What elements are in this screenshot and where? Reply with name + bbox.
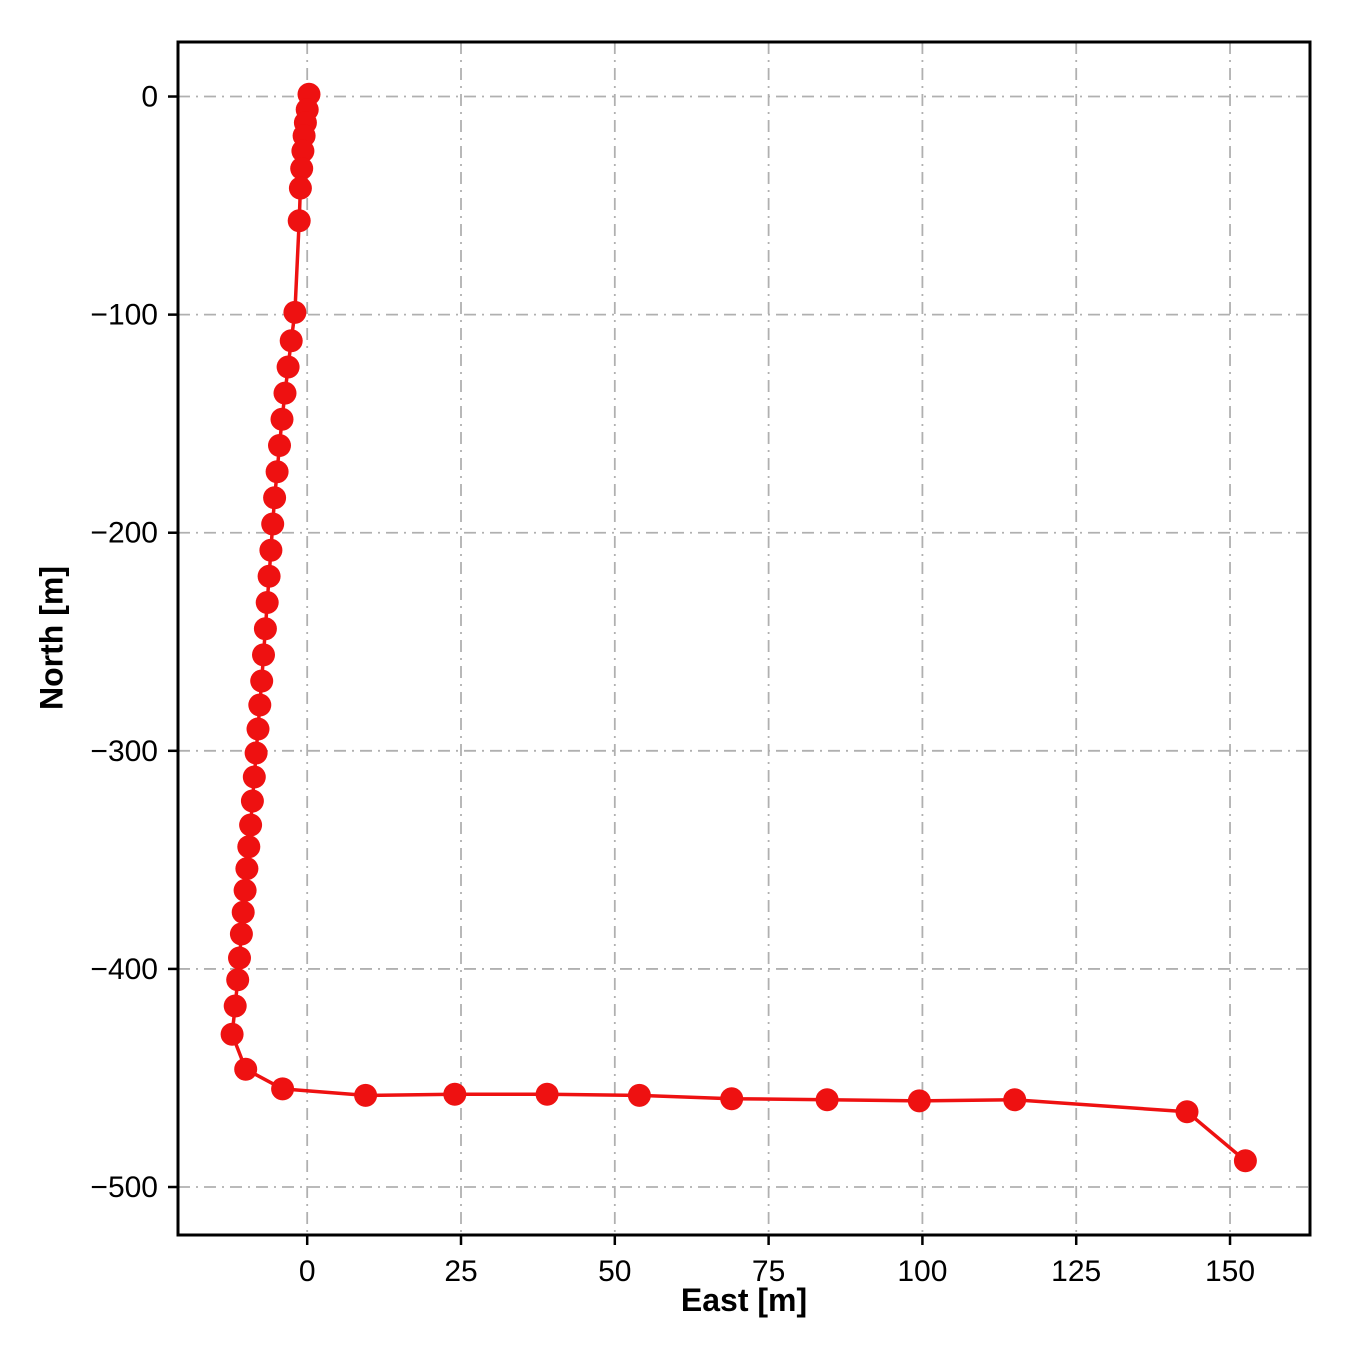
trajectory-marker <box>253 617 277 641</box>
trajectory-marker <box>907 1089 931 1113</box>
x-tick-label: 125 <box>1051 1255 1101 1288</box>
y-tick-label: 0 <box>141 81 158 114</box>
trajectory-marker <box>240 789 264 813</box>
y-axis-label: North [m] <box>33 566 70 710</box>
trajectory-marker <box>268 434 291 457</box>
trajectory-marker <box>276 355 300 379</box>
trajectory-line <box>230 92 1248 1163</box>
trajectory-marker <box>1003 1088 1027 1112</box>
trajectory-marker <box>263 486 287 510</box>
trajectory-marker <box>257 564 281 588</box>
trajectory-marker <box>231 900 255 924</box>
trajectory-marker <box>354 1083 378 1107</box>
x-tick-label: 25 <box>444 1255 477 1288</box>
trajectory-marker <box>252 643 275 667</box>
trajectory-marker <box>265 460 289 484</box>
x-tick-label: 100 <box>897 1255 947 1288</box>
trajectory-marker <box>1233 1149 1257 1173</box>
trajectory-marker <box>244 741 268 765</box>
trajectory-marker <box>1175 1100 1199 1124</box>
trajectory-marker <box>271 1077 295 1101</box>
trajectory-marker <box>270 407 294 431</box>
plot-border <box>176 40 1312 1237</box>
trajectory-marker <box>235 857 259 881</box>
trajectory-marker <box>239 813 263 837</box>
x-tick-label: 0 <box>299 1255 316 1288</box>
trajectory-marker <box>259 538 283 562</box>
trajectory-marker <box>237 835 261 859</box>
x-tick-label: 150 <box>1205 1255 1255 1288</box>
y-tick-label: −300 <box>90 735 158 768</box>
trajectory-marker <box>279 329 303 353</box>
trajectory-marker <box>720 1087 744 1111</box>
trajectory-marker <box>535 1082 559 1106</box>
trajectory-marker <box>233 878 257 902</box>
y-tick-label: −500 <box>90 1171 158 1204</box>
trajectory-marker <box>273 381 297 405</box>
trajectory-marker <box>220 1022 244 1046</box>
trajectory-marker <box>229 922 253 946</box>
trajectory-marker <box>815 1088 839 1112</box>
trajectory-marker <box>226 968 250 992</box>
trajectory-marker <box>288 176 312 200</box>
trajectory-marker <box>255 591 279 614</box>
x-tick-label: 50 <box>598 1255 631 1288</box>
x-tick-label: 75 <box>752 1255 785 1288</box>
trajectory-marker <box>290 157 314 180</box>
y-tick-label: −100 <box>90 299 158 332</box>
trajectory-marker <box>248 693 272 717</box>
trajectory-marker <box>223 994 247 1018</box>
trajectory-marker <box>228 946 251 970</box>
trajectory-marker <box>234 1057 258 1081</box>
trajectory-marker <box>246 717 270 741</box>
trajectory-marker <box>627 1083 651 1107</box>
y-tick-label: −400 <box>90 953 158 986</box>
trajectory-marker <box>283 300 307 324</box>
trajectory-marker <box>261 512 285 536</box>
y-tick-label: −200 <box>90 517 158 550</box>
trajectory-marker <box>291 139 315 163</box>
trajectory-marker <box>242 765 266 789</box>
trajectory-marker <box>287 209 311 233</box>
x-axis-label: East [m] <box>680 1282 808 1318</box>
trajectory-marker <box>443 1082 467 1106</box>
trajectory-marker <box>250 669 274 693</box>
